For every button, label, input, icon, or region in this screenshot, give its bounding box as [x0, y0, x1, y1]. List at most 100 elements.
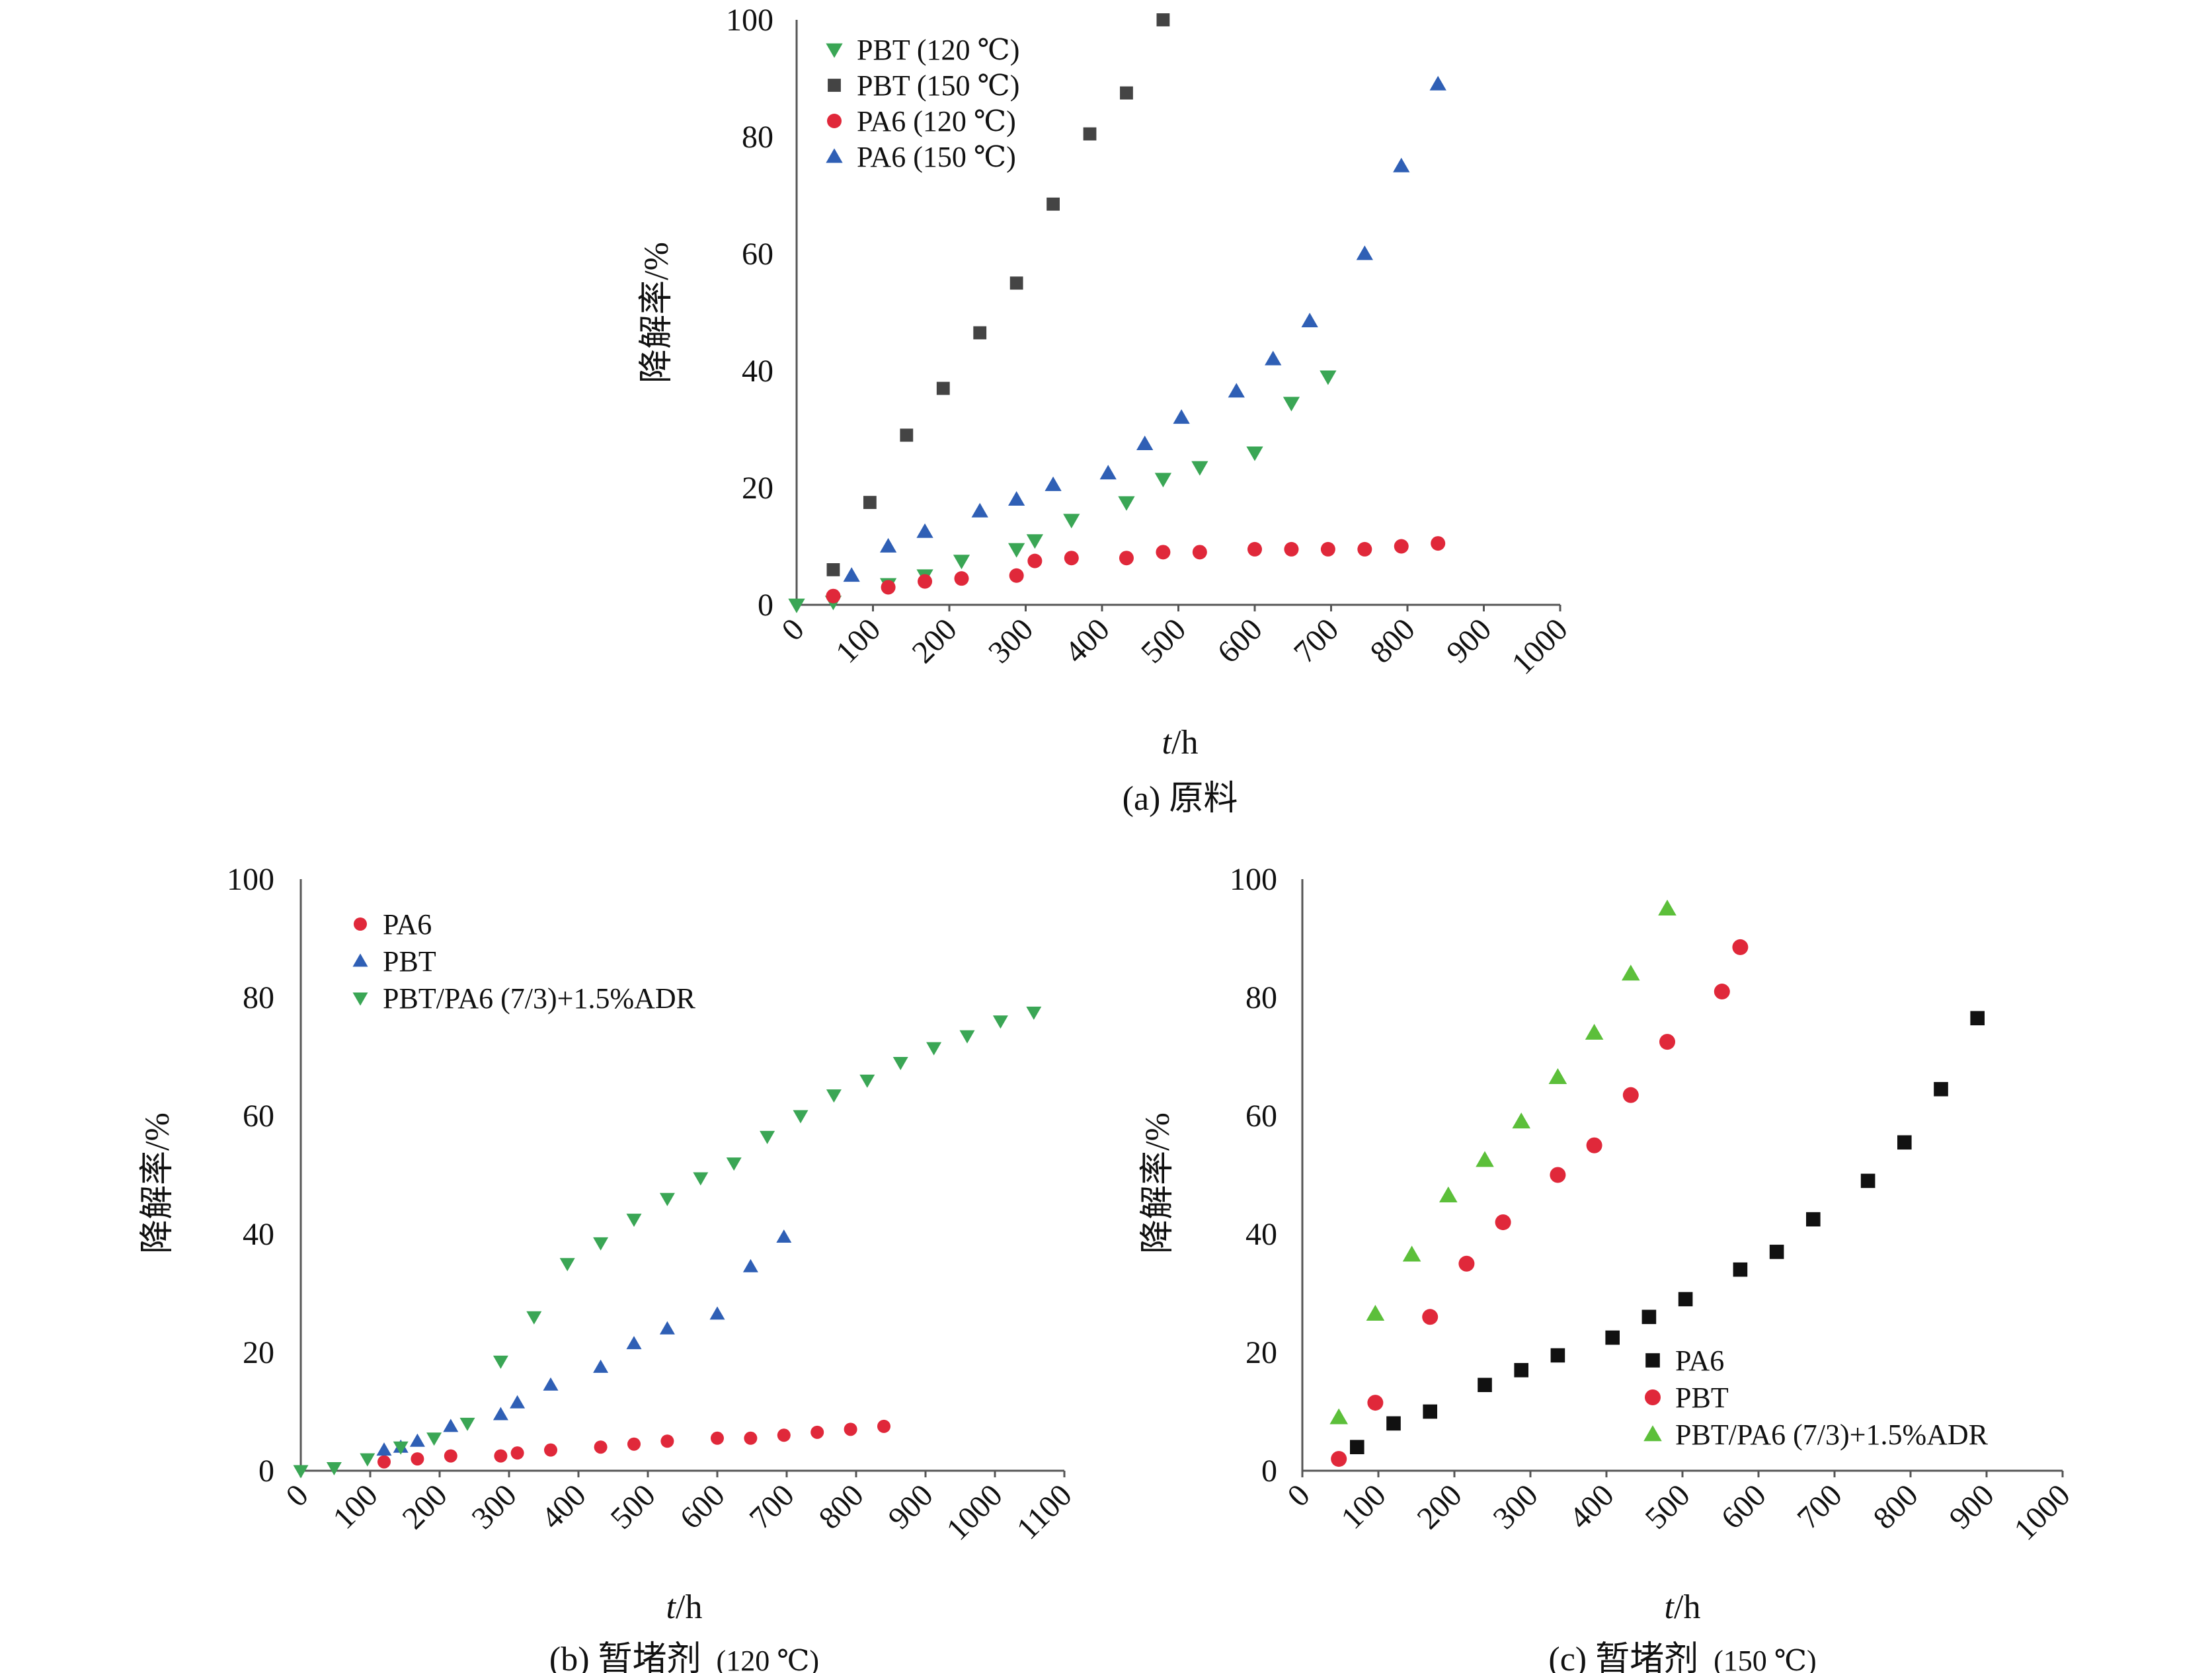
panel-a-x-ticks: 0 100 200 300 400 500 600 700 800 900 1000 — [775, 611, 1574, 681]
panel-a-chart: 0 20 40 60 80 100 0 100 200 300 400 500 600 700… — [638, 3, 1575, 818]
x-tick-label: 1000 — [939, 1477, 1009, 1547]
legend-marker — [352, 953, 368, 967]
panel-b-ytick-80: 80 — [243, 980, 274, 1015]
data-point — [510, 1395, 526, 1409]
x-tick-label: 900 — [881, 1477, 939, 1536]
data-point — [426, 1432, 442, 1446]
data-point — [1136, 435, 1154, 450]
panel-c-chart: 0 20 40 60 80 100 0 100 200 300 400 500 600 700… — [1139, 862, 2077, 1673]
panel-a-x-axis-label: t/h — [1162, 724, 1199, 761]
panel-a-axes — [795, 20, 1561, 611]
data-point — [377, 1455, 391, 1469]
x-tick-label: 100 — [829, 611, 887, 670]
x-tick-label: 100 — [326, 1477, 384, 1536]
data-point — [293, 1465, 309, 1479]
data-point — [360, 1453, 375, 1467]
data-point — [376, 1442, 392, 1456]
panel-a-y-axis-label: 降解率/% — [638, 242, 676, 383]
data-point — [1063, 514, 1080, 529]
data-point — [1514, 1363, 1528, 1378]
panel-a-caption: (a) 原料 — [1123, 780, 1238, 818]
data-point — [626, 1214, 642, 1227]
x-tick-label: 400 — [1562, 1477, 1620, 1536]
data-point — [326, 1462, 342, 1476]
data-point — [892, 1056, 908, 1070]
data-point — [1173, 409, 1190, 424]
data-point — [543, 1377, 559, 1391]
data-point — [1806, 1212, 1821, 1227]
data-point — [1769, 1245, 1784, 1259]
data-point — [1007, 491, 1025, 506]
data-point — [1064, 551, 1079, 566]
x-axis-label-unit: /h — [1674, 1588, 1700, 1626]
x-tick-label: 900 — [1440, 611, 1498, 670]
x-tick-label: 500 — [1638, 1477, 1696, 1536]
x-tick-label: 0 — [1281, 1477, 1316, 1513]
panel-c-y-axis-label: 降解率/% — [1139, 1112, 1177, 1254]
data-point — [742, 1259, 758, 1272]
data-point — [1154, 473, 1172, 488]
data-point — [954, 571, 969, 586]
data-point — [973, 326, 987, 340]
data-point — [1733, 1262, 1748, 1277]
data-point — [1228, 383, 1245, 398]
data-point — [627, 1437, 641, 1451]
x-tick-label: 800 — [1866, 1477, 1924, 1536]
x-tick-label: 1100 — [1010, 1477, 1079, 1546]
x-tick-label: 0 — [775, 611, 810, 647]
panel-b-x-ticks: 0 100 200 300 400 500 600 700 800 900 1000 1100 — [279, 1477, 1078, 1547]
legend-marker — [826, 43, 843, 58]
panel-b-ytick-40: 40 — [243, 1217, 274, 1252]
data-point — [1934, 1081, 1948, 1097]
x-tick-label: 900 — [1942, 1477, 2000, 1536]
data-point — [493, 1407, 508, 1420]
panel-a-ytick-60: 60 — [742, 237, 773, 272]
data-point — [1284, 541, 1299, 557]
data-point — [1512, 1112, 1530, 1129]
data-point — [1422, 1309, 1439, 1325]
panel-c-x-axis-label: t/h — [1665, 1588, 1701, 1626]
data-point — [1714, 984, 1730, 1000]
data-point — [1429, 75, 1446, 91]
panel-c-ytick-60: 60 — [1245, 1099, 1277, 1134]
x-tick-label: 1000 — [1505, 611, 1574, 681]
data-point — [879, 537, 897, 553]
data-point — [826, 563, 840, 576]
data-point — [1357, 541, 1372, 557]
data-point — [711, 1431, 724, 1445]
panel-c-ytick-0: 0 — [1261, 1454, 1277, 1489]
x-tick-label: 0 — [279, 1477, 315, 1513]
data-point — [1192, 545, 1207, 560]
data-point — [863, 496, 877, 510]
legend-marker — [827, 114, 842, 128]
panel-b-chart: 0 20 40 60 80 100 0 100 200 300 400 500 600 700… — [139, 862, 1079, 1673]
data-point — [1331, 1451, 1347, 1467]
x-tick-label: 800 — [1363, 611, 1421, 670]
panel-a-y-ticks: 0 20 40 60 80 100 — [726, 3, 773, 623]
x-tick-label: 100 — [1334, 1477, 1392, 1536]
data-point — [1246, 446, 1263, 461]
panel-c-x-ticks: 0 100 200 300 400 500 600 700 800 900 1000 — [1281, 1477, 2076, 1547]
data-point — [1622, 1087, 1639, 1103]
panel-a-legend: PBT (120 ℃)PBT (150 ℃)PA6 (120 ℃) PA6 (15… — [826, 34, 1019, 173]
panel-b-caption-main: (b) 暂堵剂 — [549, 1641, 701, 1673]
x-axis-label-var: t — [1665, 1588, 1675, 1626]
x-tick-label: 1000 — [2007, 1477, 2076, 1547]
panel-a-ytick-0: 0 — [758, 588, 773, 623]
panel-c-caption: (c) 暂堵剂 (150 ℃) — [1548, 1641, 1816, 1673]
data-point — [1026, 1006, 1042, 1020]
legend-label: PA6 — [383, 908, 432, 941]
data-point — [1119, 551, 1134, 566]
panel-c-marks — [1329, 899, 1985, 1467]
data-point — [1393, 157, 1410, 173]
panel-c-ytick-20: 20 — [1245, 1335, 1277, 1370]
data-point — [1045, 476, 1062, 491]
x-tick-label: 200 — [1410, 1477, 1468, 1536]
legend-marker — [1643, 1425, 1662, 1442]
legend-label: PA6 (120 ℃) — [857, 105, 1016, 137]
data-point — [926, 1042, 942, 1056]
data-point — [1897, 1135, 1912, 1150]
data-point — [1970, 1011, 1985, 1026]
data-point — [1394, 539, 1409, 554]
data-point — [1026, 534, 1044, 549]
